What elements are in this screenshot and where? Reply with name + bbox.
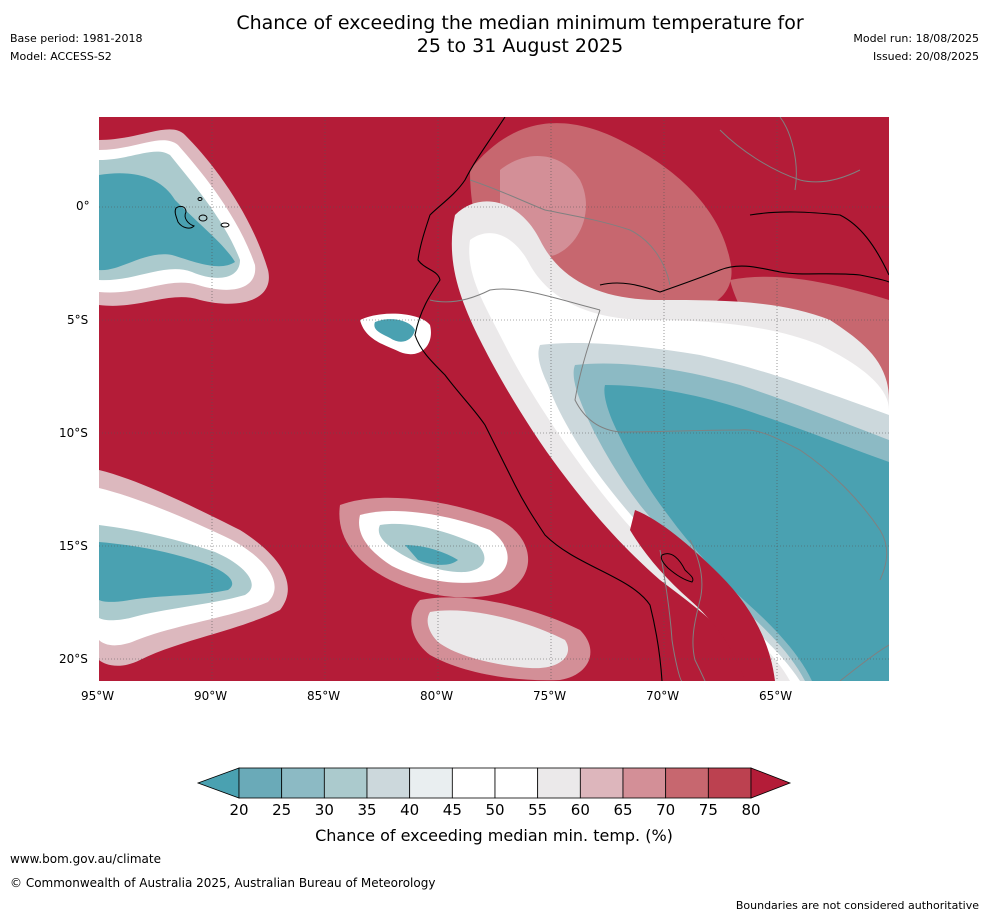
lon-label-90w: 90°W	[194, 689, 228, 703]
colorbar-segment	[451, 767, 496, 799]
colorbar-tick-label: 30	[314, 801, 334, 819]
colorbar-tick-label: 70	[656, 801, 676, 819]
lon-label-85w: 85°W	[307, 689, 341, 703]
meta-right: Model run: 18/08/2025 Issued: 20/08/2025	[853, 32, 979, 68]
colorbar-tick-label: 60	[570, 801, 590, 819]
lake-titicaca	[660, 553, 694, 583]
lon-label-75w: 75°W	[533, 689, 567, 703]
chart-title: Chance of exceeding the median minimum t…	[170, 12, 870, 58]
field-islet-blue	[374, 319, 415, 342]
colorbar-tick-label: 75	[698, 801, 718, 819]
coastlines	[414, 117, 889, 681]
footer-url[interactable]: www.bom.gov.au/climate	[10, 852, 161, 866]
colorbar-segment	[537, 767, 581, 799]
field-andes-red	[630, 510, 775, 681]
model-name: Model: ACCESS-S2	[10, 50, 112, 63]
colorbar-extend-low	[196, 767, 240, 799]
model-run: Model run: 18/08/2025	[853, 32, 979, 45]
lat-label-10s: 10°S	[59, 426, 88, 440]
colorbar-segment	[323, 767, 368, 799]
field-nw-blue	[99, 173, 235, 271]
issued-date: Issued: 20/08/2025	[872, 50, 979, 63]
colorbar-tick-label: 40	[400, 801, 420, 819]
galapagos-islands	[174, 197, 230, 229]
country-borders	[429, 117, 889, 681]
colorbar-tick-label: 55	[528, 801, 548, 819]
meta-left: Base period: 1981-2018 Model: ACCESS-S2	[10, 32, 142, 68]
colorbar-segment	[238, 767, 283, 799]
colorbar-tick-label: 80	[741, 801, 761, 819]
footer-copyright: © Commonwealth of Australia 2025, Austra…	[10, 876, 436, 890]
colorbar-segment	[366, 767, 411, 799]
lat-label-5s: 5°S	[67, 313, 89, 327]
colorbar-label: Chance of exceeding median min. temp. (%…	[315, 826, 673, 845]
colorbar-tick-label: 65	[613, 801, 633, 819]
title-line-1: Chance of exceeding the median minimum t…	[236, 12, 804, 34]
colorbar-segment	[281, 767, 325, 799]
colorbar-segment	[665, 767, 709, 799]
colorbar-tick-label: 35	[357, 801, 377, 819]
footer-note: Boundaries are not considered authoritat…	[735, 899, 979, 912]
colorbar-segment	[494, 767, 539, 799]
colorbar-tick-label: 50	[485, 801, 505, 819]
colorbar-tick-label: 45	[442, 801, 462, 819]
field-s-white	[427, 610, 569, 669]
lat-label-0: 0°	[76, 199, 90, 213]
base-period: Base period: 1981-2018	[10, 32, 143, 45]
colorbar-tick-label: 25	[272, 801, 292, 819]
field-interior-blue	[604, 385, 889, 681]
lat-label-15s: 15°S	[59, 539, 88, 553]
field-sc-blue	[405, 545, 458, 565]
lon-label-70w: 70°W	[646, 689, 680, 703]
colorbar-tick-label: 20	[229, 801, 249, 819]
map-field	[99, 117, 889, 681]
title-line-2: 25 to 31 August 2025	[416, 35, 624, 57]
colorbar-segment	[409, 767, 453, 799]
lat-label-20s: 20°S	[59, 652, 88, 666]
field-sw-blue	[99, 542, 233, 602]
field-sc-light	[378, 523, 485, 573]
colorbar-segment	[622, 767, 667, 799]
lon-label-95w: 95°W	[81, 689, 115, 703]
colorbar-segment	[707, 767, 752, 799]
lon-label-65w: 65°W	[759, 689, 793, 703]
colorbar	[196, 767, 792, 799]
lon-label-80w: 80°W	[420, 689, 454, 703]
colorbar-extend-high	[750, 767, 792, 799]
colorbar-segment	[579, 767, 624, 799]
